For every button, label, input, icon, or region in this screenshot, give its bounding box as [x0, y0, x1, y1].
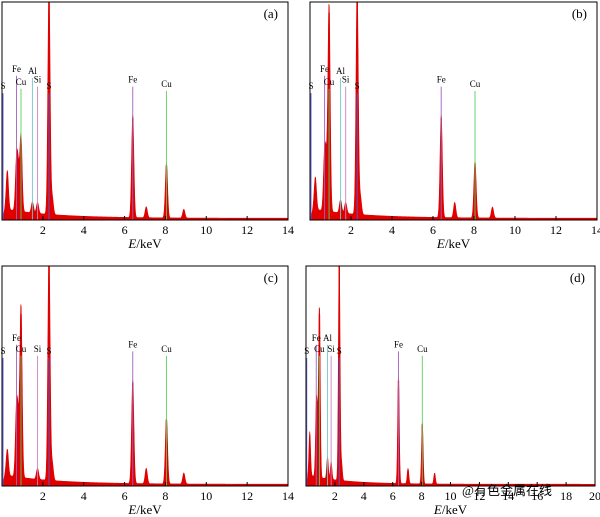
element-label-fe: Fe — [437, 75, 446, 85]
x-tick-label: 8 — [162, 489, 168, 503]
element-label-s: S — [1, 346, 6, 356]
x-tick-label: 2 — [332, 489, 338, 503]
x-axis-symbol: E — [433, 502, 442, 517]
element-label-al: Al — [336, 66, 345, 76]
x-tick-label: 4 — [389, 223, 395, 237]
x-tick-label: 4 — [361, 489, 367, 503]
x-tick-label: 12 — [550, 223, 562, 237]
x-tick-label: 16 — [531, 489, 543, 503]
x-tick-label: 8 — [471, 223, 477, 237]
x-tick-label: 2 — [348, 223, 354, 237]
element-label-fe: Fe — [320, 64, 329, 74]
spectrum-area — [306, 266, 595, 486]
x-tick-label: 14 — [502, 489, 514, 503]
spectrum-area — [310, 2, 597, 220]
element-label-fe: Fe — [394, 339, 403, 349]
element-label-cu: Cu — [314, 344, 325, 354]
element-label-s: S — [46, 81, 51, 91]
panel-label: (b) — [572, 6, 587, 21]
element-label-cu: Cu — [470, 79, 481, 89]
spectrum-area — [2, 2, 288, 220]
element-label-cu: Cu — [324, 77, 335, 87]
panel-label: (a) — [264, 6, 278, 21]
x-axis-unit: /keV — [136, 236, 162, 251]
x-tick-label: 2 — [40, 489, 46, 503]
x-tick-label: 14 — [282, 489, 294, 503]
x-axis-symbol: E — [127, 236, 136, 251]
element-label-fe: Fe — [128, 339, 137, 349]
watermark-text: @有色金属在线 — [462, 483, 552, 498]
element-label-fe: Fe — [12, 333, 21, 343]
x-tick-label: 12 — [241, 223, 253, 237]
element-label-cu: Cu — [161, 344, 172, 354]
element-label-s: S — [304, 346, 309, 356]
x-tick-label: 4 — [81, 489, 87, 503]
x-axis-unit: /keV — [442, 502, 468, 517]
element-label-si: Si — [34, 75, 42, 85]
element-label-al: Al — [28, 66, 37, 76]
x-axis-symbol: E — [127, 502, 136, 517]
element-label-s: S — [1, 81, 6, 91]
x-tick-label: 4 — [81, 223, 87, 237]
x-axis-title: E/keV — [436, 236, 471, 251]
element-label-si: Si — [342, 75, 350, 85]
x-tick-label: 12 — [473, 489, 485, 503]
element-label-fe: Fe — [312, 333, 321, 343]
x-axis-title: E/keV — [433, 502, 468, 517]
element-label-cu: Cu — [161, 79, 172, 89]
x-tick-label: 6 — [430, 223, 436, 237]
element-label-fe: Fe — [128, 75, 137, 85]
x-tick-label: 14 — [282, 223, 294, 237]
panel-label: (c) — [264, 270, 278, 285]
x-axis-unit: /keV — [445, 236, 471, 251]
x-tick-label: 10 — [445, 489, 457, 503]
x-axis-title: E/keV — [127, 236, 162, 251]
x-tick-label: 18 — [560, 489, 572, 503]
x-tick-label: 8 — [162, 223, 168, 237]
x-tick-label: 8 — [419, 489, 425, 503]
x-tick-label: 14 — [591, 223, 600, 237]
x-tick-label: 10 — [509, 223, 521, 237]
element-label-cu: Cu — [417, 344, 428, 354]
x-axis-symbol: E — [436, 236, 445, 251]
x-tick-label: 6 — [390, 489, 396, 503]
x-tick-label: 10 — [200, 223, 212, 237]
x-tick-label: 6 — [122, 223, 128, 237]
element-label-cu: Cu — [16, 77, 27, 87]
panel-frame — [1, 265, 289, 487]
element-label-s: S — [355, 81, 360, 91]
element-label-s: S — [309, 81, 314, 91]
element-label-cu: Cu — [16, 344, 27, 354]
panel-frame — [1, 1, 289, 221]
x-tick-label: 12 — [241, 489, 253, 503]
element-label-s: S — [337, 346, 342, 356]
element-label-si: Si — [327, 344, 335, 354]
x-tick-label: 20 — [589, 489, 600, 503]
panel-frame — [305, 265, 596, 487]
x-axis-unit: /keV — [136, 502, 162, 517]
element-label-fe: Fe — [12, 64, 21, 74]
panel-label: (d) — [570, 270, 585, 285]
x-axis-title: E/keV — [127, 502, 162, 517]
spectrum-area — [2, 266, 288, 486]
x-tick-label: 6 — [122, 489, 128, 503]
element-label-al: Al — [323, 333, 332, 343]
element-label-si: Si — [34, 344, 42, 354]
x-tick-label: 2 — [40, 223, 46, 237]
element-label-s: S — [46, 346, 51, 356]
x-tick-label: 10 — [200, 489, 212, 503]
panel-frame — [309, 1, 598, 221]
